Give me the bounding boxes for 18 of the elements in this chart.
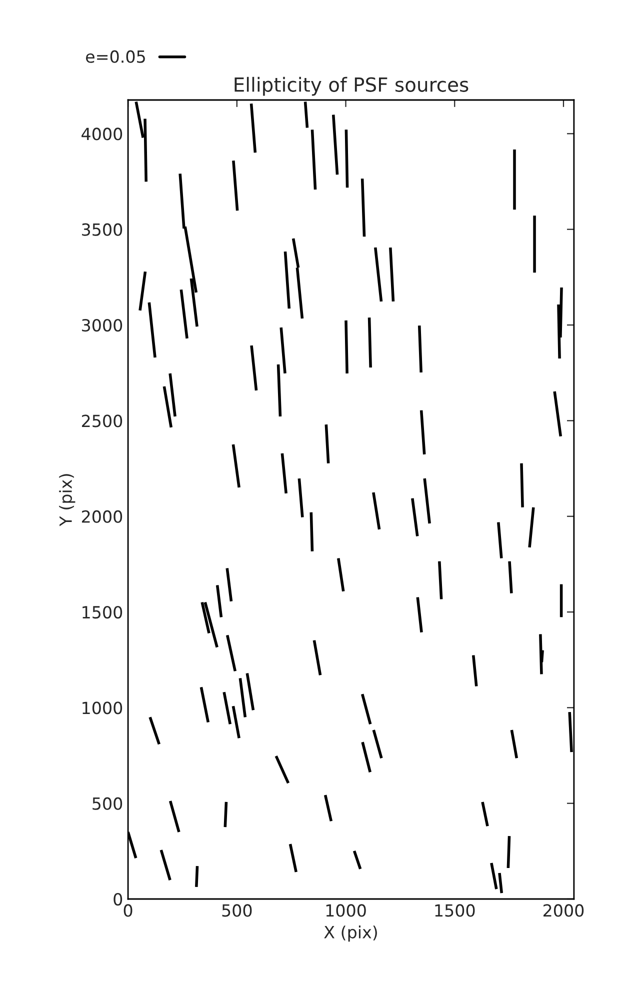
y-tick-label: 4000 — [82, 128, 122, 140]
x-axis-title: X (pix) — [324, 926, 377, 942]
x-tick-label: 1500 — [435, 904, 475, 917]
y-tick-label: 3500 — [82, 223, 122, 236]
y-tick-label: 1500 — [82, 606, 122, 619]
x-tick-label: 1000 — [326, 904, 366, 917]
x-tick-label: 2000 — [544, 904, 584, 917]
chart-title: Ellipticity of PSF sources — [234, 76, 468, 96]
legend-label: e=0.05 — [86, 50, 145, 63]
y-tick-label: 0 — [114, 892, 122, 906]
y-axis-title: Y (pix) — [59, 474, 76, 526]
x-tick-label: 0 — [124, 904, 132, 917]
y-tick-label: 1000 — [82, 702, 122, 714]
y-tick-label: 2500 — [82, 414, 122, 428]
y-tick-label: 3000 — [82, 318, 122, 332]
y-tick-label: 2000 — [82, 510, 122, 523]
x-tick-label: 500 — [222, 904, 252, 917]
y-tick-label: 500 — [92, 797, 122, 810]
